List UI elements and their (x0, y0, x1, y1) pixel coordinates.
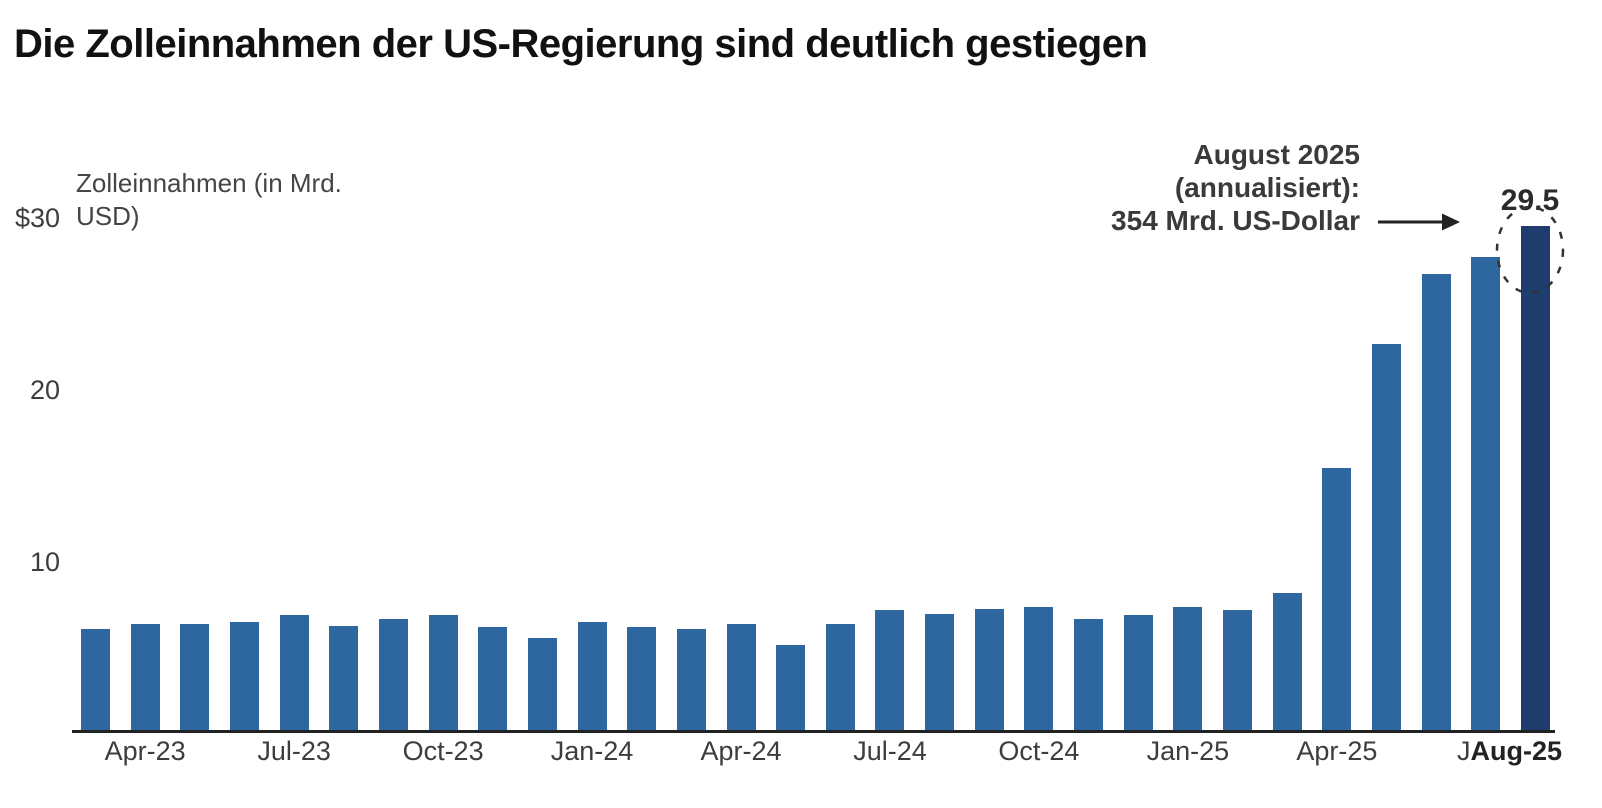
y-axis-label-line1: Zolleinnahmen (in Mrd. (76, 168, 342, 198)
bar-Mar-23 (81, 629, 110, 732)
bar-Jan-25 (1173, 607, 1203, 732)
bar-Apr-24 (726, 624, 756, 732)
bar-Jul-23 (279, 615, 309, 732)
annotation-line3: 354 Mrd. US-Dollar (1111, 205, 1360, 236)
x-tick-label-Apr-25: Apr-25 (1296, 736, 1378, 766)
bar-Feb-25 (1223, 610, 1253, 732)
bar-Apr-25 (1322, 468, 1352, 732)
bar-Sep-24 (974, 609, 1004, 732)
annotation-line1: August 2025 (1193, 139, 1361, 170)
bar-May-23 (180, 624, 210, 732)
bar-Dec-24 (1123, 615, 1153, 732)
bar-Mar-25 (1272, 593, 1302, 732)
annotation-arrow (1378, 213, 1460, 231)
bar-Feb-24 (627, 627, 657, 732)
bar-Apr-23 (130, 624, 160, 732)
y-tick-label-20: 20 (29, 375, 60, 405)
bar-Mar-24 (676, 629, 706, 732)
bar-value-label: 29.5 (1500, 184, 1560, 217)
chart-title: Die Zolleinnahmen der US-Regierung sind … (14, 22, 1148, 66)
bar-Aug-23 (329, 626, 359, 732)
bar-Jan-24 (577, 622, 607, 732)
x-tick-label-Oct-23: Oct-23 (402, 736, 484, 766)
y-tick-label-30: $30 (14, 203, 60, 233)
x-tick-jul25-remnant: J (1456, 736, 1471, 766)
annotation-line2: (annualisiert): (1174, 172, 1360, 203)
x-tick-aug25: Aug-25 (1470, 736, 1562, 766)
x-tick-label-Jan-24: Jan-24 (550, 736, 634, 766)
bar-Nov-23 (478, 627, 508, 732)
bar-Oct-23 (428, 615, 458, 732)
x-tick-label-Apr-23: Apr-23 (104, 736, 186, 766)
bar-Jul-25 (1471, 257, 1501, 732)
bar-Nov-24 (1074, 619, 1104, 732)
bar-May-25 (1372, 344, 1402, 732)
bar-Sep-23 (378, 619, 408, 732)
bar-Jun-23 (229, 622, 259, 732)
y-axis-label-line2: USD) (76, 201, 140, 231)
bar-Jul-24 (875, 610, 905, 732)
bar-Aug-24 (925, 614, 955, 732)
bar-Jun-24 (825, 624, 855, 732)
annotation-text: August 2025 (annualisiert): 354 Mrd. US-… (1000, 138, 1360, 237)
x-tick-label-Oct-24: Oct-24 (998, 736, 1080, 766)
x-tick-label-Jul-23: Jul-23 (257, 736, 331, 766)
bar-Aug-25 (1520, 226, 1550, 732)
x-tick-label-Jan-25: Jan-25 (1146, 736, 1230, 766)
bar-Dec-23 (527, 638, 557, 732)
x-tick-label-Apr-24: Apr-24 (700, 736, 782, 766)
x-tick-label-Jul-24: Jul-24 (853, 736, 927, 766)
y-tick-label-10: 10 (29, 547, 60, 577)
y-axis-label: Zolleinnahmen (in Mrd. USD) (76, 167, 396, 233)
bar-Jun-25 (1421, 274, 1451, 732)
x-axis-line (72, 730, 1555, 733)
bar-May-24 (776, 645, 806, 732)
bar-Oct-24 (1024, 607, 1054, 732)
x-tick-label-final: JAug-25 (1398, 736, 1562, 767)
